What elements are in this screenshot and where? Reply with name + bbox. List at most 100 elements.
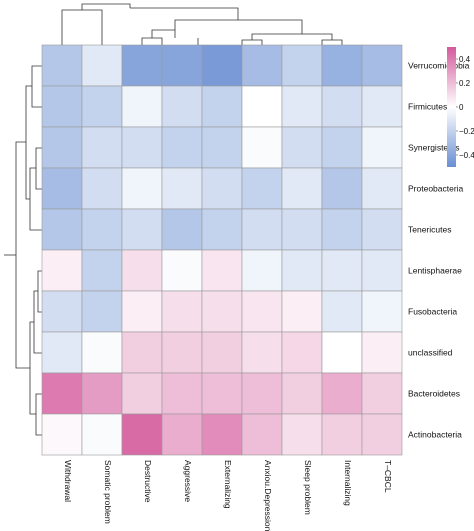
row-label-actinobacteria: Actinobacteria	[408, 430, 462, 440]
heatmap-cell-verrucomicrobia-somatic-problem	[81, 44, 123, 87]
legend-tick-label: 0	[459, 103, 464, 112]
heatmap-cell-lentisphaerae-externalizing	[201, 249, 243, 292]
column-label-destructive: Destructive	[143, 460, 153, 503]
heatmap-cell-tenericutes-aggressive	[161, 208, 203, 251]
row-labels: Verrucomicrobia Firmicutes Synergistetes Pr…	[408, 61, 470, 440]
heatmap-cell-actinobacteria-destructive	[121, 413, 163, 456]
heatmap-cell-verrucomicrobia-destructive	[121, 44, 163, 87]
heatmap-cell-unclassified-withdrawal	[41, 331, 83, 374]
heatmap-cell-lentisphaerae-aggressive	[161, 249, 203, 292]
heatmap-cell-tenericutes-internalizing	[321, 208, 363, 251]
heatmap-cells	[41, 44, 403, 456]
row-label-unclassified: unclassified	[408, 348, 453, 358]
heatmap-cell-lentisphaerae-destructive	[121, 249, 163, 292]
heatmap-cell-synergistetes-externalizing	[201, 126, 243, 169]
color-legend-ticks: 0.4 0.2 0 −0.2 −0.4	[456, 55, 474, 160]
heatmap-cell-fusobacteria-internalizing	[321, 290, 363, 333]
heatmap-cell-fusobacteria-aggressive	[161, 290, 203, 333]
heatmap-cell-lentisphaerae-t-cbcl	[361, 249, 403, 292]
heatmap-cell-unclassified-aggressive	[161, 331, 203, 374]
row-label-proteobacteria: Proteobacteria	[408, 184, 464, 194]
heatmap-cell-lentisphaerae-internalizing	[321, 249, 363, 292]
row-label-fusobacteria: Fusobacteria	[408, 307, 457, 317]
heatmap-cell-bacteroidetes-aggressive	[161, 372, 203, 415]
heatmap-cell-unclassified-anxiou-depression	[241, 331, 283, 374]
heatmap-cell-lentisphaerae-somatic-problem	[81, 249, 123, 292]
heatmap-cell-verrucomicrobia-aggressive	[161, 44, 203, 87]
heatmap-cell-verrucomicrobia-withdrawal	[41, 44, 83, 87]
heatmap-cell-fusobacteria-withdrawal	[41, 290, 83, 333]
heatmap-cell-unclassified-destructive	[121, 331, 163, 374]
heatmap-cell-lentisphaerae-anxiou-depression	[241, 249, 283, 292]
column-label-withdrawal: Withdrawal	[63, 460, 73, 502]
heatmap-cell-bacteroidetes-sleep-problem	[281, 372, 323, 415]
heatmap-cell-fusobacteria-anxiou-depression	[241, 290, 283, 333]
heatmap-cell-tenericutes-sleep-problem	[281, 208, 323, 251]
heatmap-cell-bacteroidetes-internalizing	[321, 372, 363, 415]
heatmap-cell-fusobacteria-somatic-problem	[81, 290, 123, 333]
heatmap-cell-proteobacteria-anxiou-depression	[241, 167, 283, 210]
heatmap-cell-bacteroidetes-destructive	[121, 372, 163, 415]
heatmap-cell-firmicutes-anxiou-depression	[241, 85, 283, 128]
heatmap-cell-verrucomicrobia-externalizing	[201, 44, 243, 87]
heatmap-cell-synergistetes-t-cbcl	[361, 126, 403, 169]
heatmap-cell-actinobacteria-externalizing	[201, 413, 243, 456]
heatmap-cell-actinobacteria-withdrawal	[41, 413, 83, 456]
heatmap-cell-tenericutes-somatic-problem	[81, 208, 123, 251]
heatmap-cell-verrucomicrobia-internalizing	[321, 44, 363, 87]
heatmap-cell-synergistetes-internalizing	[321, 126, 363, 169]
heatmap-cell-firmicutes-aggressive	[161, 85, 203, 128]
heatmap-cell-synergistetes-withdrawal	[41, 126, 83, 169]
column-label-anxiou-depression: Anxiou.Depression	[263, 460, 273, 531]
heatmap-cell-actinobacteria-anxiou-depression	[241, 413, 283, 456]
heatmap-cell-proteobacteria-t-cbcl	[361, 167, 403, 210]
row-dendrogram	[4, 65, 42, 436]
heatmap-cell-firmicutes-externalizing	[201, 85, 243, 128]
heatmap-cell-firmicutes-withdrawal	[41, 85, 83, 128]
heatmap-cell-tenericutes-destructive	[121, 208, 163, 251]
heatmap-cell-synergistetes-destructive	[121, 126, 163, 169]
heatmap-cell-firmicutes-sleep-problem	[281, 85, 323, 128]
heatmap-cell-tenericutes-externalizing	[201, 208, 243, 251]
heatmap-cell-unclassified-internalizing	[321, 331, 363, 374]
column-label-aggressive: Aggressive	[183, 460, 193, 502]
column-label-t-cbcl: T–CBCL	[383, 460, 393, 493]
heatmap-cell-proteobacteria-sleep-problem	[281, 167, 323, 210]
heatmap-cell-fusobacteria-externalizing	[201, 290, 243, 333]
row-label-lentisphaerae: Lentisphaerae	[408, 266, 462, 276]
heatmap-cell-proteobacteria-withdrawal	[41, 167, 83, 210]
legend-tick-label: 0.4	[459, 55, 471, 64]
heatmap-cell-synergistetes-somatic-problem	[81, 126, 123, 169]
heatmap-cell-actinobacteria-somatic-problem	[81, 413, 123, 456]
heatmap-cell-tenericutes-t-cbcl	[361, 208, 403, 251]
heatmap-cell-synergistetes-aggressive	[161, 126, 203, 169]
heatmap-cell-verrucomicrobia-t-cbcl	[361, 44, 403, 87]
heatmap-cell-unclassified-somatic-problem	[81, 331, 123, 374]
column-dendrogram	[61, 3, 343, 45]
heatmap-cell-proteobacteria-aggressive	[161, 167, 203, 210]
column-label-internalizing: Internalizing	[343, 460, 353, 506]
heatmap-cell-bacteroidetes-somatic-problem	[81, 372, 123, 415]
heatmap-cell-bacteroidetes-anxiou-depression	[241, 372, 283, 415]
heatmap-cell-bacteroidetes-withdrawal	[41, 372, 83, 415]
row-label-firmicutes: Firmicutes	[408, 102, 447, 112]
heatmap-cell-actinobacteria-aggressive	[161, 413, 203, 456]
heatmap-cell-lentisphaerae-sleep-problem	[281, 249, 323, 292]
row-label-tenericutes: Tenericutes	[408, 225, 451, 235]
heatmap-cell-actinobacteria-sleep-problem	[281, 413, 323, 456]
heatmap-cell-unclassified-t-cbcl	[361, 331, 403, 374]
column-label-somatic-problem: Somatic problem	[103, 460, 113, 524]
heatmap-cell-unclassified-sleep-problem	[281, 331, 323, 374]
heatmap-cell-proteobacteria-internalizing	[321, 167, 363, 210]
heatmap-cell-proteobacteria-externalizing	[201, 167, 243, 210]
heatmap-cell-fusobacteria-destructive	[121, 290, 163, 333]
heatmap-cell-synergistetes-anxiou-depression	[241, 126, 283, 169]
heatmap-cell-unclassified-externalizing	[201, 331, 243, 374]
row-label-verrucomicrobia: Verrucomicrobia	[408, 61, 470, 71]
heatmap-cell-tenericutes-withdrawal	[41, 208, 83, 251]
row-label-synergistetes: Synergistetes	[408, 143, 460, 153]
heatmap-cell-firmicutes-t-cbcl	[361, 85, 403, 128]
heatmap-cell-fusobacteria-t-cbcl	[361, 290, 403, 333]
heatmap-cell-bacteroidetes-externalizing	[201, 372, 243, 415]
